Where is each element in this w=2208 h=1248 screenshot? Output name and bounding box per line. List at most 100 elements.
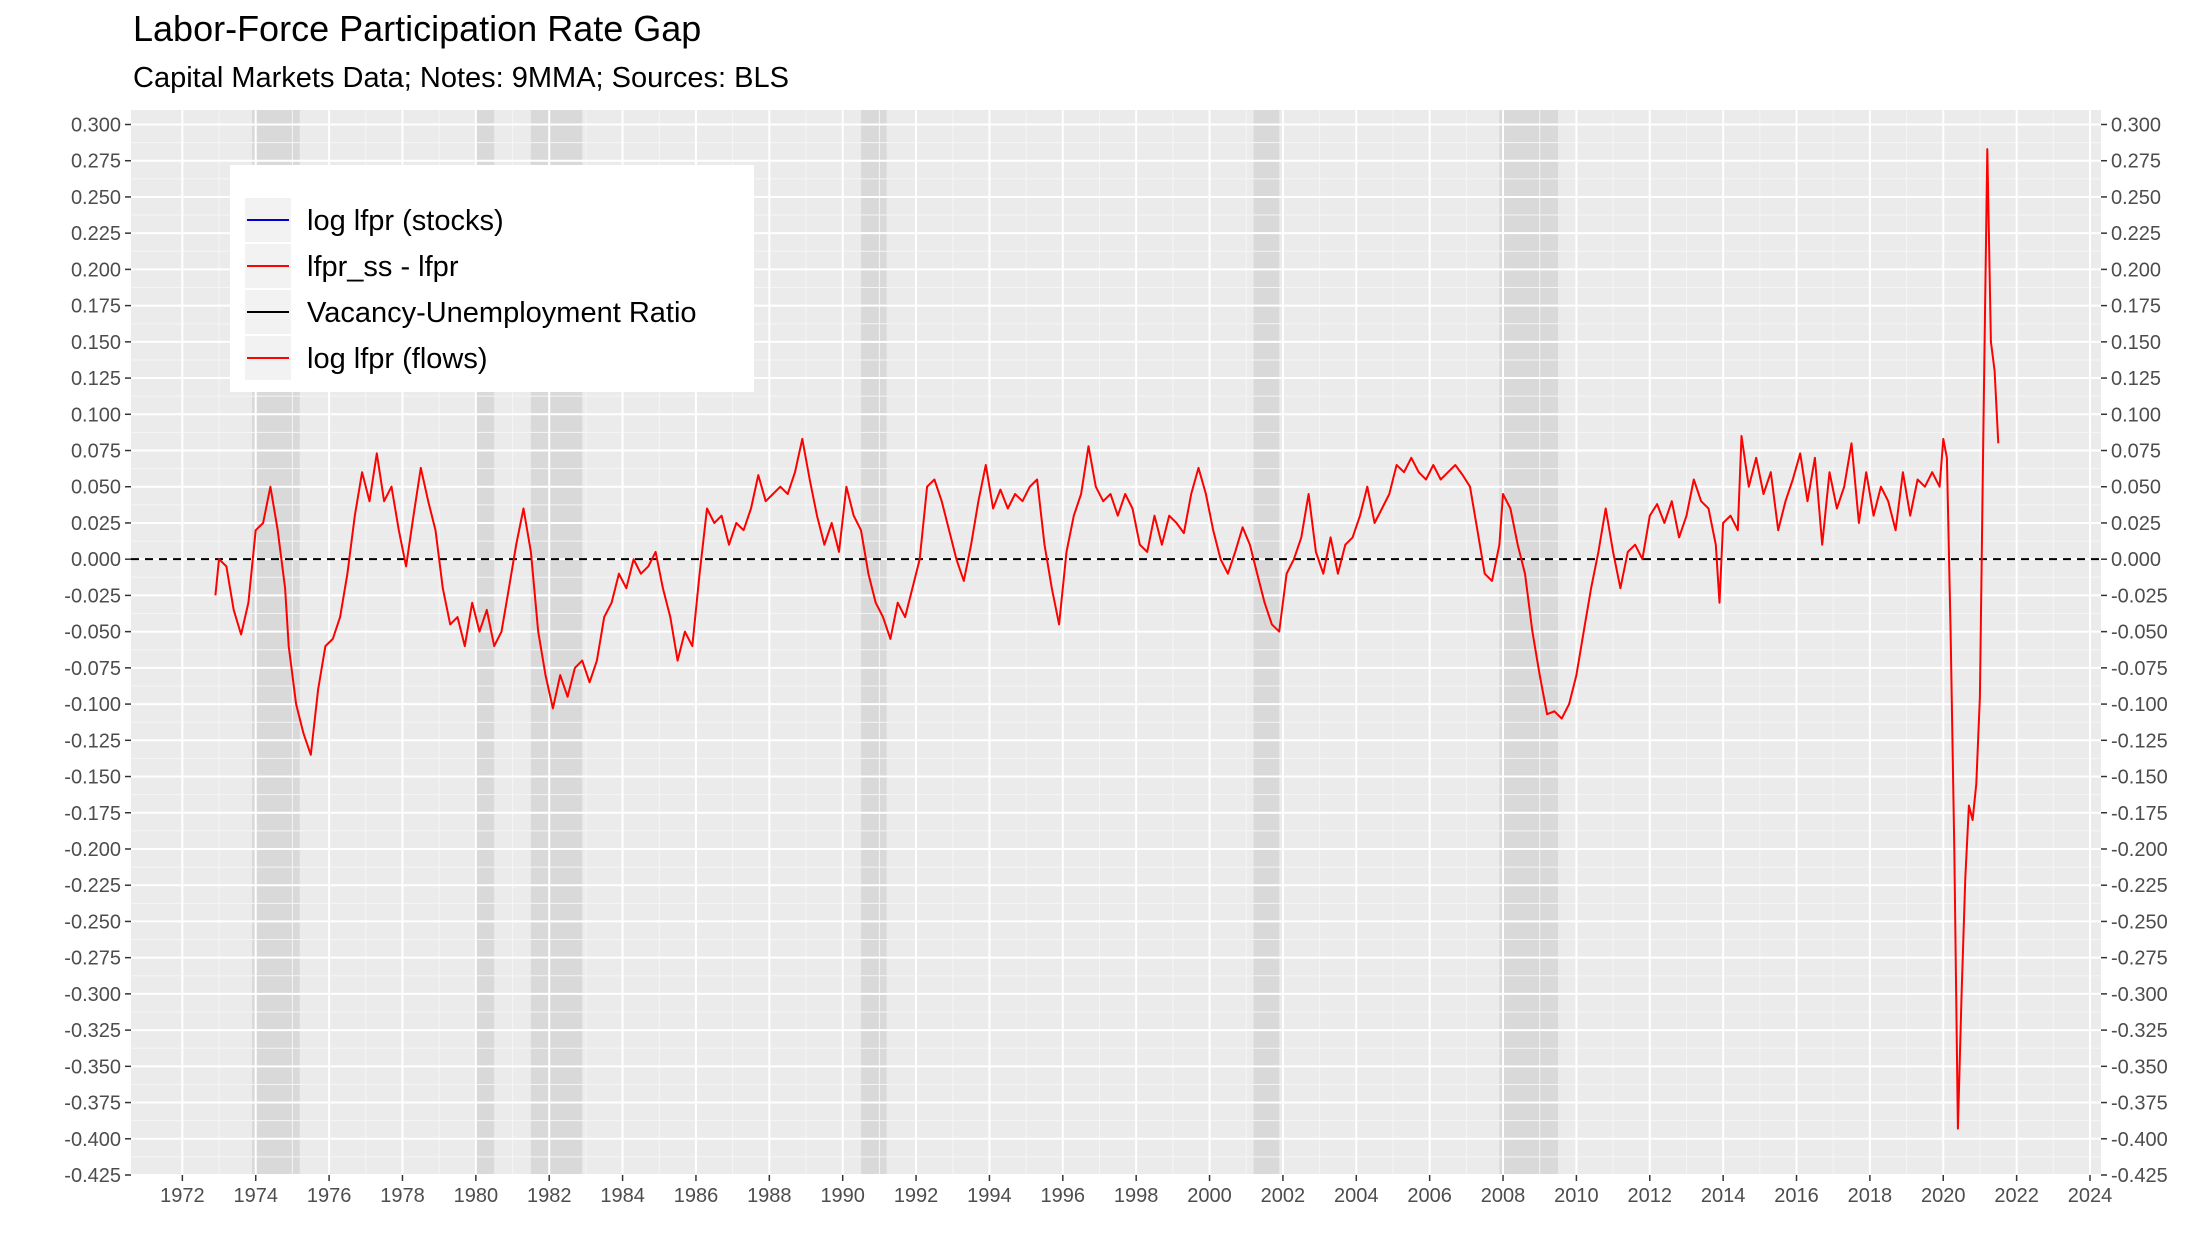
x-tick-label: 2010 <box>1554 1185 1599 1207</box>
y-tick-label-left: -0.400 <box>64 1129 121 1151</box>
y-tick-label-left: 0.000 <box>71 549 121 571</box>
x-tick-label: 1972 <box>160 1185 205 1207</box>
y-tick-label-right: 0.150 <box>2111 332 2161 354</box>
y-tick-label-left: 0.275 <box>71 151 121 173</box>
series-line <box>214 148 2000 1130</box>
y-tick-label-left: -0.125 <box>64 730 121 752</box>
legend-label: lfpr_ss - lfpr <box>307 251 459 283</box>
y-tick-label-right: -0.300 <box>2111 984 2168 1006</box>
y-tick-label-right: 0.250 <box>2111 187 2161 209</box>
x-tick-label: 1992 <box>894 1185 939 1207</box>
y-tick-label-left: -0.325 <box>64 1020 121 1042</box>
y-tick-label-right: -0.025 <box>2111 585 2168 607</box>
chart-subtitle: Capital Markets Data; Notes: 9MMA; Sourc… <box>133 62 789 94</box>
x-tick-label: 2008 <box>1481 1185 1526 1207</box>
x-tick-label: 1986 <box>674 1185 719 1207</box>
grid-lines <box>131 110 2101 1176</box>
y-tick-label-right: 0.100 <box>2111 404 2161 426</box>
y-tick-label-left: -0.350 <box>64 1056 121 1078</box>
y-tick-label-right: -0.425 <box>2111 1165 2168 1187</box>
x-tick-label: 1996 <box>1041 1185 1086 1207</box>
y-tick-label-right: -0.050 <box>2111 622 2168 644</box>
x-tick-label: 2024 <box>2068 1185 2113 1207</box>
y-tick-label-right: 0.200 <box>2111 259 2161 281</box>
legend-label: log lfpr (stocks) <box>307 205 504 237</box>
y-tick-label-right: -0.350 <box>2111 1056 2168 1078</box>
y-tick-label-right: 0.275 <box>2111 151 2161 173</box>
legend-label: Vacancy-Unemployment Ratio <box>307 297 697 329</box>
x-tick-label: 2018 <box>1848 1185 1893 1207</box>
y-tick-label-left: -0.375 <box>64 1093 121 1115</box>
y-tick-label-left: 0.225 <box>71 223 121 245</box>
y-tick-label-right: -0.200 <box>2111 839 2168 861</box>
x-tick-label: 2002 <box>1261 1185 1306 1207</box>
y-tick-label-left: -0.275 <box>64 948 121 970</box>
y-tick-label-left: -0.025 <box>64 585 121 607</box>
legend-box <box>230 165 754 392</box>
y-tick-label-left: 0.300 <box>71 114 121 136</box>
y-tick-label-left: -0.300 <box>64 984 121 1006</box>
x-tick-label: 1976 <box>307 1185 352 1207</box>
legend-label: log lfpr (flows) <box>307 343 488 375</box>
y-tick-label-left: -0.175 <box>64 803 121 825</box>
y-tick-label-right: 0.175 <box>2111 296 2161 318</box>
y-tick-label-left: 0.100 <box>71 404 121 426</box>
y-tick-label-right: 0.025 <box>2111 513 2161 535</box>
x-tick-label: 1980 <box>454 1185 499 1207</box>
y-tick-label-right: -0.225 <box>2111 875 2168 897</box>
y-tick-label-right: 0.075 <box>2111 441 2161 463</box>
x-tick-label: 2020 <box>1921 1185 1966 1207</box>
y-tick-label-right: -0.150 <box>2111 767 2168 789</box>
y-tick-label-right: -0.275 <box>2111 948 2168 970</box>
y-tick-label-left: 0.025 <box>71 513 121 535</box>
x-tick-label: 2006 <box>1407 1185 1452 1207</box>
y-tick-label-left: -0.150 <box>64 767 121 789</box>
y-tick-label-left: -0.200 <box>64 839 121 861</box>
y-tick-label-left: -0.225 <box>64 875 121 897</box>
x-tick-label: 2004 <box>1334 1185 1379 1207</box>
x-tick-label: 2000 <box>1187 1185 1232 1207</box>
x-tick-label: 1990 <box>820 1185 865 1207</box>
y-tick-label-right: 0.300 <box>2111 114 2161 136</box>
y-tick-label-right: -0.400 <box>2111 1129 2168 1151</box>
y-tick-label-right: 0.225 <box>2111 223 2161 245</box>
x-tick-label: 1998 <box>1114 1185 1159 1207</box>
x-tick-label: 1984 <box>600 1185 645 1207</box>
series-lines <box>214 148 2000 1130</box>
x-tick-label: 1994 <box>967 1185 1012 1207</box>
y-tick-label-right: 0.125 <box>2111 368 2161 390</box>
y-tick-label-left: -0.425 <box>64 1165 121 1187</box>
y-tick-label-left: 0.250 <box>71 187 121 209</box>
y-tick-label-right: -0.175 <box>2111 803 2168 825</box>
y-tick-label-right: -0.075 <box>2111 658 2168 680</box>
y-tick-label-left: -0.100 <box>64 694 121 716</box>
axes: 0.300 0.300 0.275 0.275 0.250 0.250 0.225 0.225… <box>64 114 2167 1207</box>
y-tick-label-left: 0.125 <box>71 368 121 390</box>
y-tick-label-right: 0.000 <box>2111 549 2161 571</box>
legend: log lfpr (stocks) lfpr_ss - lfpr Vacancy-U… <box>230 165 754 392</box>
chart-title: Labor-Force Participation Rate Gap <box>133 8 702 49</box>
x-tick-label: 2022 <box>1994 1185 2039 1207</box>
x-tick-label: 1982 <box>527 1185 572 1207</box>
y-tick-label-right: -0.375 <box>2111 1093 2168 1115</box>
x-tick-label: 1978 <box>380 1185 425 1207</box>
y-tick-label-right: -0.325 <box>2111 1020 2168 1042</box>
x-tick-label: 2016 <box>1774 1185 1819 1207</box>
y-tick-label-right: -0.250 <box>2111 911 2168 933</box>
y-tick-label-right: 0.050 <box>2111 477 2161 499</box>
x-tick-label: 2012 <box>1628 1185 1673 1207</box>
y-tick-label-left: -0.250 <box>64 911 121 933</box>
y-tick-label-left: 0.175 <box>71 296 121 318</box>
y-tick-label-left: 0.050 <box>71 477 121 499</box>
x-tick-label: 1974 <box>233 1185 278 1207</box>
y-tick-label-left: 0.150 <box>71 332 121 354</box>
y-tick-label-left: 0.075 <box>71 441 121 463</box>
y-tick-label-right: -0.100 <box>2111 694 2168 716</box>
y-tick-label-left: -0.050 <box>64 622 121 644</box>
y-tick-label-right: -0.125 <box>2111 730 2168 752</box>
x-tick-label: 1988 <box>747 1185 792 1207</box>
x-tick-label: 2014 <box>1701 1185 1746 1207</box>
y-tick-label-left: 0.200 <box>71 259 121 281</box>
y-tick-label-left: -0.075 <box>64 658 121 680</box>
